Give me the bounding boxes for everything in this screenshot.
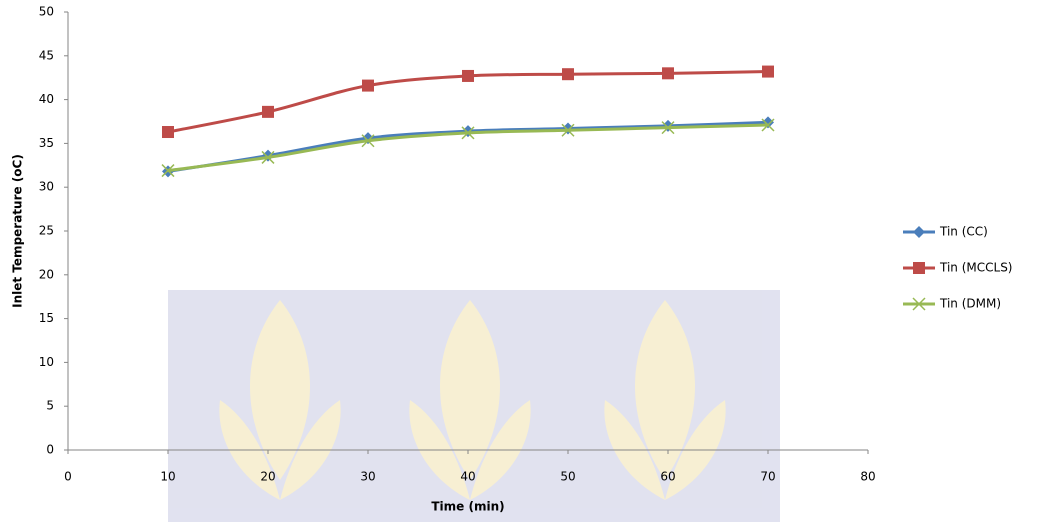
y-axis-title: Inlet Temperature (oC) [11, 154, 25, 308]
y-tick-label: 40 [39, 92, 54, 106]
y-tick-label: 5 [46, 399, 54, 413]
marker [462, 125, 474, 137]
x-tick-label: 20 [260, 470, 275, 484]
legend-label: Tin (DMM) [939, 297, 1001, 311]
legend-label: Tin (MCCLS) [939, 261, 1013, 275]
marker [262, 106, 274, 118]
marker [562, 123, 574, 135]
marker [462, 70, 474, 82]
y-tick-label: 20 [39, 267, 54, 281]
legend-marker [913, 262, 925, 274]
x-tick-label: 30 [360, 470, 375, 484]
chart: Time (min) Inlet Temperature (oC) 0 5 10 15… [0, 0, 1037, 522]
x-tick-label: 50 [560, 470, 575, 484]
y-tick-label: 30 [39, 180, 54, 194]
legend-label: Tin (CC) [939, 225, 988, 239]
watermark [168, 290, 780, 522]
y-tick-label: 35 [39, 136, 54, 150]
marker [562, 68, 574, 80]
x-tick-label: 10 [160, 470, 175, 484]
x-axis-title: Time (min) [431, 500, 504, 514]
y-tick-label: 50 [39, 5, 54, 19]
marker [662, 67, 674, 79]
marker [162, 126, 174, 138]
y-tick-label: 0 [46, 443, 54, 457]
marker [762, 66, 774, 78]
x-tick-label: 40 [460, 470, 475, 484]
y-tick-label: 10 [39, 355, 54, 369]
x-tick-label: 60 [660, 470, 675, 484]
marker [662, 120, 674, 132]
x-tick-label: 70 [760, 470, 775, 484]
y-tick-label: 45 [39, 48, 54, 62]
x-tick-label: 0 [64, 470, 72, 484]
y-tick-label: 15 [39, 311, 54, 325]
y-tick-label: 25 [39, 224, 54, 238]
legend-marker [913, 226, 925, 238]
x-tick-label: 80 [860, 470, 875, 484]
marker [362, 80, 374, 92]
